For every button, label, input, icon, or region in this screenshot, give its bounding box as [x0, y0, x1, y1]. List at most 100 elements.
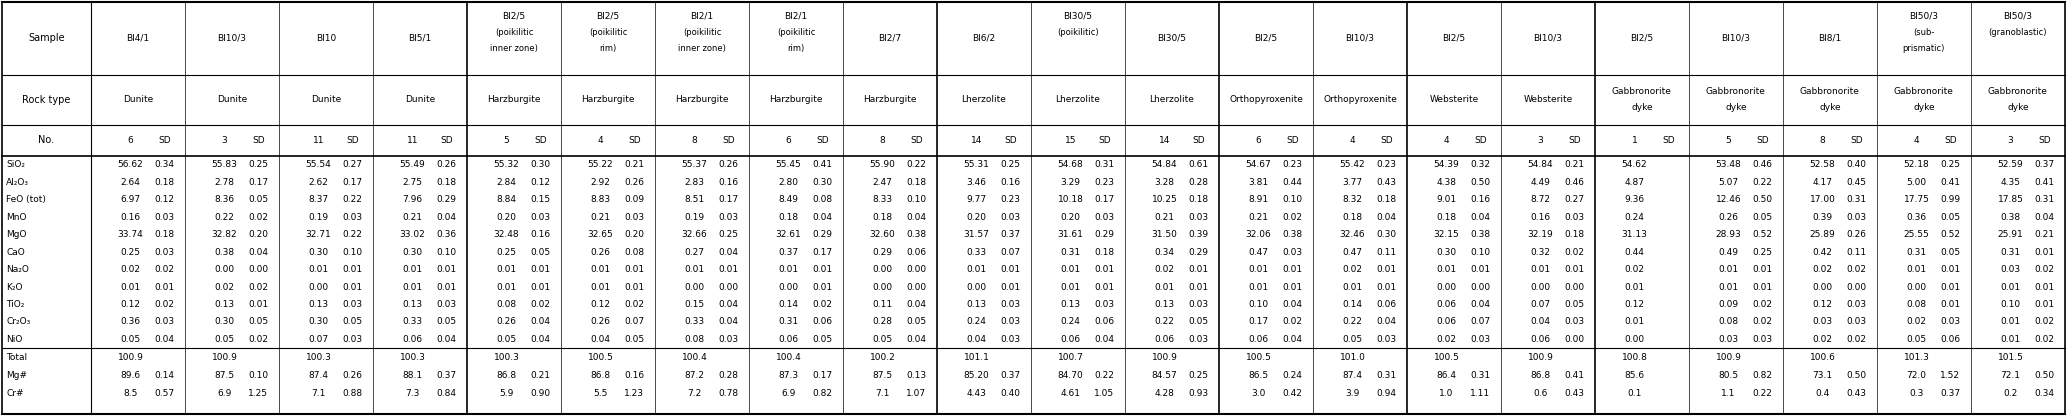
Text: 0.23: 0.23	[1093, 178, 1114, 187]
Text: 25.89: 25.89	[1809, 230, 1835, 239]
Text: 0.01: 0.01	[967, 265, 986, 274]
Text: 0.03: 0.03	[1093, 213, 1114, 222]
Text: 0.31: 0.31	[2034, 195, 2055, 204]
Text: 0.2: 0.2	[2003, 389, 2017, 399]
Text: 0.01: 0.01	[1530, 265, 1550, 274]
Text: 11: 11	[407, 136, 418, 145]
Text: 0.08: 0.08	[1718, 317, 1738, 327]
Text: 0.03: 0.03	[343, 335, 362, 344]
Text: 2.64: 2.64	[120, 178, 141, 187]
Text: 86.8: 86.8	[591, 371, 610, 380]
Text: 0.11: 0.11	[1377, 248, 1397, 257]
Text: 0.01: 0.01	[248, 300, 269, 309]
Text: rim): rim)	[788, 44, 804, 52]
Text: 0.25: 0.25	[248, 160, 269, 169]
Text: SD: SD	[1098, 136, 1110, 145]
Text: 0.04: 0.04	[1282, 300, 1302, 309]
Text: 0.01: 0.01	[531, 265, 550, 274]
Text: 0.50: 0.50	[1753, 195, 1771, 204]
Text: 0.18: 0.18	[1341, 213, 1362, 222]
Text: 0.04: 0.04	[248, 248, 269, 257]
Text: 0.00: 0.00	[905, 282, 926, 292]
Text: 0.50: 0.50	[2034, 371, 2055, 380]
Text: 100.7: 100.7	[1058, 353, 1083, 362]
Text: 0.14: 0.14	[155, 371, 174, 380]
Text: 87.4: 87.4	[308, 371, 329, 380]
Text: 0.30: 0.30	[403, 248, 422, 257]
Text: 0.04: 0.04	[905, 213, 926, 222]
Text: 0.01: 0.01	[1060, 265, 1081, 274]
Text: 2.84: 2.84	[496, 178, 517, 187]
Text: 0.07: 0.07	[1000, 248, 1021, 257]
Text: 87.5: 87.5	[215, 371, 234, 380]
Text: dyke: dyke	[1819, 103, 1842, 112]
Text: 0.01: 0.01	[436, 265, 457, 274]
Text: 1.05: 1.05	[1093, 389, 1114, 399]
Text: 31.13: 31.13	[1621, 230, 1647, 239]
Text: 0.36: 0.36	[436, 230, 457, 239]
Text: 52.58: 52.58	[1809, 160, 1835, 169]
Text: 0.22: 0.22	[1753, 178, 1771, 187]
Text: 72.0: 72.0	[1906, 371, 1926, 380]
Text: 0.24: 0.24	[1060, 317, 1081, 327]
Text: 3.81: 3.81	[1248, 178, 1269, 187]
Text: 4.17: 4.17	[1813, 178, 1833, 187]
Text: 0.26: 0.26	[436, 160, 457, 169]
Text: 0.01: 0.01	[2001, 282, 2019, 292]
Text: 84.70: 84.70	[1058, 371, 1083, 380]
Text: 0.06: 0.06	[1248, 335, 1269, 344]
Text: 2.80: 2.80	[779, 178, 798, 187]
Text: 0.44: 0.44	[1282, 178, 1302, 187]
Text: 0.32: 0.32	[1470, 160, 1490, 169]
Text: 0.25: 0.25	[496, 248, 517, 257]
Text: prismatic): prismatic)	[1904, 44, 1945, 52]
Text: 0.10: 0.10	[1282, 195, 1302, 204]
Text: SD: SD	[252, 136, 265, 145]
Text: 0.00: 0.00	[779, 282, 798, 292]
Text: rim): rim)	[599, 44, 616, 52]
Text: 0.29: 0.29	[1093, 230, 1114, 239]
Text: 0.42: 0.42	[1282, 389, 1302, 399]
Text: 0.06: 0.06	[779, 335, 798, 344]
Text: 0.08: 0.08	[1906, 300, 1926, 309]
Text: 0.02: 0.02	[1282, 317, 1302, 327]
Text: 0.3: 0.3	[1910, 389, 1924, 399]
Text: 80.5: 80.5	[1718, 371, 1738, 380]
Text: 0.23: 0.23	[1000, 195, 1021, 204]
Text: 0.01: 0.01	[1248, 265, 1269, 274]
Text: 0.52: 0.52	[1941, 230, 1960, 239]
Text: 0.21: 0.21	[403, 213, 422, 222]
Text: 0.30: 0.30	[1377, 230, 1397, 239]
Text: 0.02: 0.02	[1846, 335, 1867, 344]
Text: 0.06: 0.06	[812, 317, 833, 327]
Text: BI10/3: BI10/3	[1534, 34, 1563, 43]
Text: 3: 3	[1538, 136, 1544, 145]
Text: 8.37: 8.37	[308, 195, 329, 204]
Text: 0.01: 0.01	[1941, 265, 1960, 274]
Text: CaO: CaO	[6, 248, 25, 257]
Text: 3.77: 3.77	[1341, 178, 1362, 187]
Text: 0.03: 0.03	[1470, 335, 1490, 344]
Text: SiO₂: SiO₂	[6, 160, 25, 169]
Text: 0.08: 0.08	[684, 335, 705, 344]
Text: Mg#: Mg#	[6, 371, 27, 380]
Text: 28.93: 28.93	[1716, 230, 1740, 239]
Text: 4.35: 4.35	[2001, 178, 2019, 187]
Text: 0.01: 0.01	[1153, 282, 1174, 292]
Text: 0.05: 0.05	[1941, 213, 1960, 222]
Text: 87.3: 87.3	[779, 371, 798, 380]
Text: 0.26: 0.26	[1846, 230, 1867, 239]
Text: 4.61: 4.61	[1060, 389, 1081, 399]
Text: 0.05: 0.05	[1565, 300, 1583, 309]
Text: 0.02: 0.02	[248, 213, 269, 222]
Text: 0.93: 0.93	[1189, 389, 1209, 399]
Text: 100.6: 100.6	[1809, 353, 1835, 362]
Text: 55.54: 55.54	[306, 160, 331, 169]
Text: 0.03: 0.03	[1093, 300, 1114, 309]
Text: 0.05: 0.05	[436, 317, 457, 327]
Text: 0.03: 0.03	[436, 300, 457, 309]
Text: No.: No.	[39, 135, 54, 146]
Text: Na₂O: Na₂O	[6, 265, 29, 274]
Text: 0.17: 0.17	[1248, 317, 1269, 327]
Text: SD: SD	[1193, 136, 1205, 145]
